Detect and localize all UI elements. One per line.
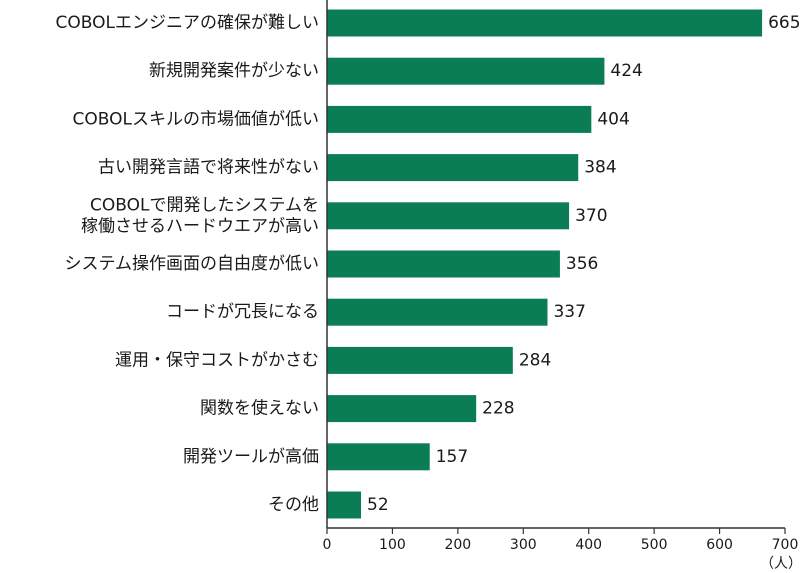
bar xyxy=(327,395,477,423)
category-label: 新規開発案件が少ない xyxy=(149,61,319,81)
x-axis-unit-label: （人） xyxy=(760,556,800,572)
bar xyxy=(327,202,570,230)
bar xyxy=(327,57,605,85)
bar-value-label: 665 xyxy=(768,13,800,33)
bar-value-label: 370 xyxy=(575,206,607,226)
bar xyxy=(327,154,579,182)
x-tick-label: 100 xyxy=(379,537,406,553)
category-label: システム操作画面の自由度が低い xyxy=(65,254,320,274)
bar-value-label: 52 xyxy=(367,495,389,515)
category-label: COBOLスキルの市場価値が低い xyxy=(73,109,319,129)
bar-value-label: 284 xyxy=(519,350,551,370)
bar xyxy=(327,250,560,278)
bar xyxy=(327,491,362,519)
bar-value-label: 356 xyxy=(566,254,598,274)
bar-value-label: 337 xyxy=(553,302,585,322)
bar xyxy=(327,9,763,37)
bar-value-label: 404 xyxy=(597,109,629,129)
category-label: 稼働させるハードウエアが高い xyxy=(81,216,319,236)
category-label: 運用・保守コストがかさむ xyxy=(115,350,319,370)
bar-value-label: 157 xyxy=(436,447,468,467)
bar xyxy=(327,346,513,374)
value-labels-group: 665 424 404 384 370 356 337 284 228 157 52 xyxy=(367,13,800,515)
category-label: コードが冗長になる xyxy=(166,302,319,322)
x-tick-label: 500 xyxy=(641,537,668,553)
x-ticks-group: 0 100 200 300 400 500 600 700 xyxy=(323,528,799,553)
x-tick-label: 700 xyxy=(772,537,799,553)
bar-value-label: 384 xyxy=(584,158,616,178)
bar-value-label: 424 xyxy=(610,61,642,81)
bar xyxy=(327,105,592,133)
bar xyxy=(327,298,548,326)
x-tick-label: 200 xyxy=(444,537,471,553)
bars-group xyxy=(327,9,763,519)
category-label: 開発ツールが高価 xyxy=(183,447,319,467)
category-label: 古い開発言語で将来性がない xyxy=(98,158,319,178)
x-tick-label: 300 xyxy=(510,537,537,553)
x-tick-label: 600 xyxy=(706,537,733,553)
category-label: その他 xyxy=(268,495,319,515)
category-label: 関数を使えない xyxy=(200,398,319,419)
category-label: COBOLで開発したシステムを xyxy=(90,195,319,215)
x-tick-label: 400 xyxy=(575,537,602,553)
bar xyxy=(327,443,430,471)
category-label: COBOLエンジニアの確保が難しい xyxy=(56,13,319,33)
x-tick-label: 0 xyxy=(323,537,332,553)
bar-value-label: 228 xyxy=(482,399,514,419)
